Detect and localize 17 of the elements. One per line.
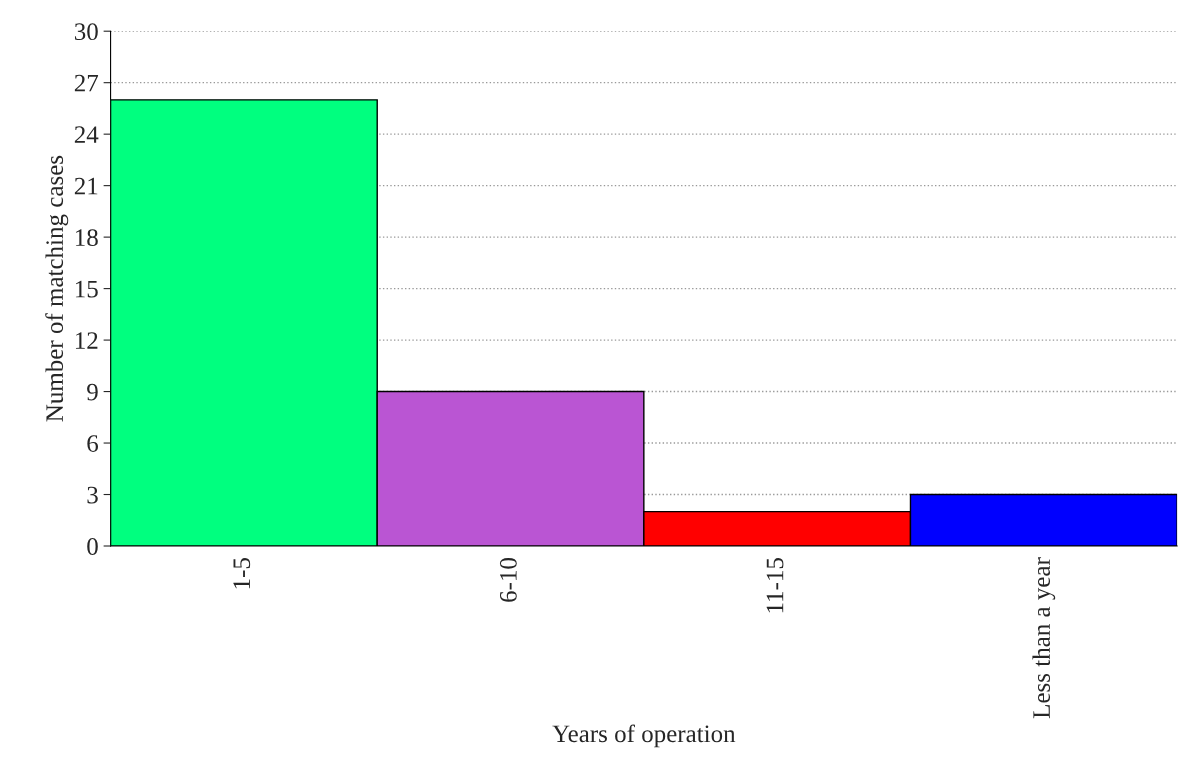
y-tick-label: 21	[74, 177, 98, 195]
x-tick-label: 6-10	[499, 558, 517, 602]
x-axis-title: Years of operation	[552, 724, 736, 748]
y-tick-label: 3	[87, 486, 98, 504]
y-tick-label: 15	[75, 280, 98, 298]
y-tick-label: 9	[87, 383, 98, 401]
y-axis-title: Number of matching cases	[45, 155, 69, 422]
y-tick-label: 18	[75, 229, 98, 247]
y-tick-label: 6	[87, 435, 99, 452]
x-tick-label: Less than a year	[1032, 557, 1056, 719]
y-tick-label: 30	[74, 23, 98, 41]
y-tick-label: 24	[74, 126, 99, 143]
x-tick-label: 11-15	[766, 558, 784, 613]
y-tick-label: 12	[75, 332, 98, 349]
y-tick-label: 0	[87, 538, 98, 555]
y-tick-label: 27	[74, 74, 99, 92]
x-tick-label: 1-5	[233, 558, 251, 589]
